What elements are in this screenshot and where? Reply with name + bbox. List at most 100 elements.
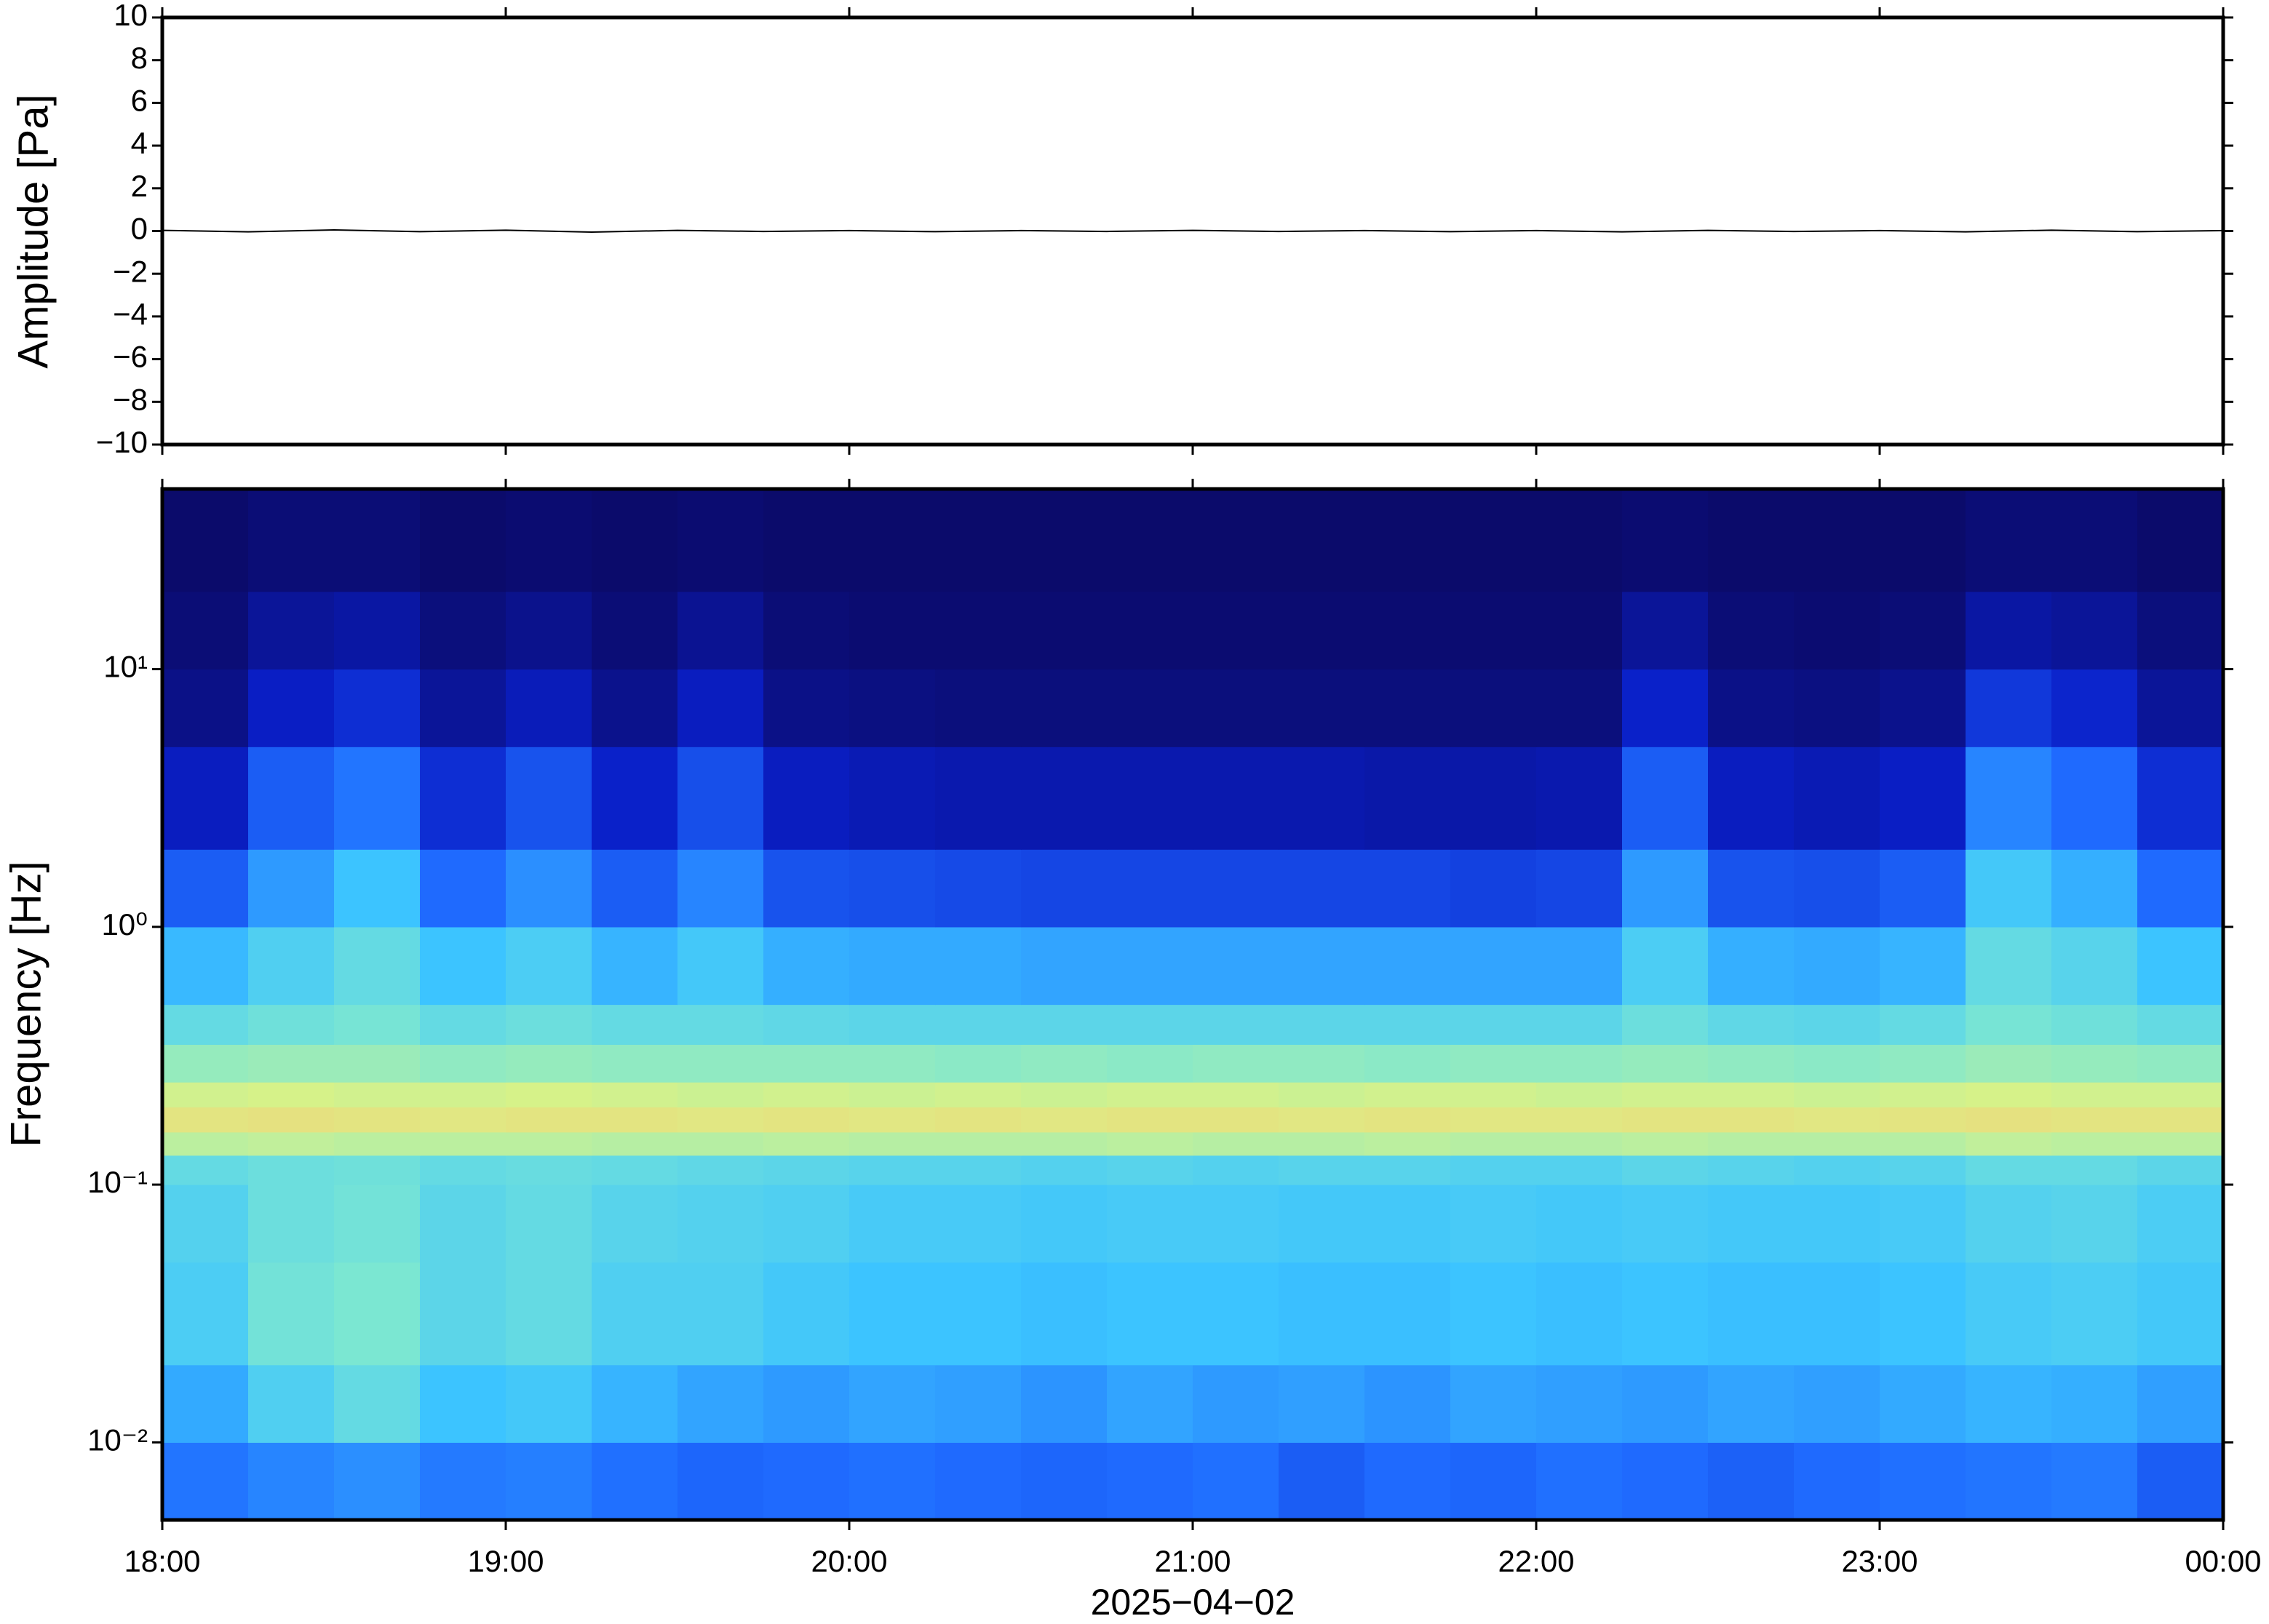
spectrogram-cell xyxy=(763,1004,850,1045)
spectrogram-cell xyxy=(592,1131,678,1156)
spectrogram-cell xyxy=(1880,1107,1966,1133)
spectrogram-cell xyxy=(506,1004,592,1045)
spectrogram-cell xyxy=(2051,1262,2138,1366)
spectrogram-cell xyxy=(592,1442,678,1521)
spectrogram-cell xyxy=(1794,669,1880,747)
y-axis-label: Frequency [Hz] xyxy=(2,861,49,1147)
spectrogram-cell xyxy=(1794,489,1880,592)
spectrogram-cell xyxy=(592,1082,678,1108)
spectrogram-cell xyxy=(1880,1262,1966,1366)
spectrogram-cell xyxy=(506,1082,592,1108)
y-tick-label: −8 xyxy=(113,382,148,416)
y-tick-label: −6 xyxy=(113,340,148,374)
spectrogram-cell xyxy=(2051,1044,2138,1083)
spectrogram-cell xyxy=(1450,1004,1537,1045)
spectrogram-cell xyxy=(935,747,1022,850)
y-tick-label: 6 xyxy=(131,83,148,117)
spectrogram-cell xyxy=(763,1131,850,1156)
spectrogram-cell xyxy=(248,1155,335,1185)
spectrogram-cell xyxy=(420,1155,506,1185)
spectrogram-cell xyxy=(1364,1155,1451,1185)
spectrogram-cell xyxy=(1021,1107,1108,1133)
spectrogram-cell xyxy=(334,1262,421,1366)
spectrogram-cell xyxy=(763,747,850,850)
spectrogram-cell xyxy=(1364,1442,1451,1521)
x-tick-label: 20:00 xyxy=(811,1544,887,1578)
spectrogram-cell xyxy=(1536,1044,1623,1083)
spectrogram-cell xyxy=(763,669,850,747)
spectrogram-cell xyxy=(1450,1185,1537,1263)
spectrogram-cell xyxy=(1536,926,1623,1006)
spectrogram-cell xyxy=(1450,1155,1537,1185)
spectrogram-cell xyxy=(2051,1185,2138,1263)
spectrogram-cell xyxy=(1279,1107,1365,1133)
spectrogram-cell xyxy=(1021,1044,1108,1083)
spectrogram-cell xyxy=(1880,489,1966,592)
spectrogram-cell xyxy=(162,1044,249,1083)
spectrogram-cell xyxy=(1450,926,1537,1006)
spectrogram-cell xyxy=(763,1364,850,1443)
spectrogram-cell xyxy=(1966,1131,2052,1156)
spectrogram-cell xyxy=(677,1082,764,1108)
spectrogram-cell xyxy=(506,1107,592,1133)
spectrogram-cell xyxy=(1708,1155,1795,1185)
spectrogram-cell xyxy=(2137,1107,2224,1133)
spectrogram-cell xyxy=(1193,926,1279,1006)
spectrogram-cell xyxy=(1021,489,1108,592)
spectrogram-cell xyxy=(763,926,850,1006)
spectrogram-cell xyxy=(1107,849,1193,928)
spectrogram-cell xyxy=(1708,591,1795,670)
spectrogram-cell xyxy=(420,1262,506,1366)
spectrogram-cell xyxy=(248,1131,335,1156)
spectrogram-cell xyxy=(1193,669,1279,747)
spectrogram-cell xyxy=(1794,1262,1880,1366)
spectrogram-cell xyxy=(248,747,335,850)
spectrogram-cell xyxy=(1364,1131,1451,1156)
spectrogram-cell xyxy=(420,1044,506,1083)
spectrogram-cell xyxy=(248,669,335,747)
spectrogram-cell xyxy=(763,1107,850,1133)
spectrogram-cell xyxy=(1708,1004,1795,1045)
spectrogram-cell xyxy=(2137,1131,2224,1156)
spectrogram-cell xyxy=(1107,1044,1193,1083)
y-tick-label: 8 xyxy=(131,41,148,75)
spectrogram-cell xyxy=(1794,849,1880,928)
spectrogram-cell xyxy=(1536,669,1623,747)
spectrogram-cell xyxy=(1622,1364,1709,1443)
spectrogram-cell xyxy=(1966,1185,2052,1263)
spectrogram-cell xyxy=(1622,591,1709,670)
spectrogram-cell xyxy=(849,1004,936,1045)
spectrogram-cell xyxy=(677,1107,764,1133)
spectrogram-cell xyxy=(1966,1155,2052,1185)
spectrogram-cell xyxy=(1193,1131,1279,1156)
spectrogram-cell xyxy=(1708,489,1795,592)
spectrogram-cell xyxy=(334,1082,421,1108)
spectrogram-cell xyxy=(1021,1004,1108,1045)
y-tick-label: −4 xyxy=(113,297,148,331)
spectrogram-cell xyxy=(2051,1155,2138,1185)
spectrogram-cell xyxy=(248,926,335,1006)
y-tick-label: 10¹ xyxy=(103,650,148,684)
spectrogram-cell xyxy=(1021,669,1108,747)
spectrogram-cell xyxy=(1107,1107,1193,1133)
spectrogram-cell xyxy=(763,1044,850,1083)
spectrogram-cell xyxy=(1966,1442,2052,1521)
spectrogram-cell xyxy=(1708,1044,1795,1083)
spectrogram-cell xyxy=(1193,489,1279,592)
spectrogram-cell xyxy=(2051,1082,2138,1108)
spectrogram-cell xyxy=(1708,747,1795,850)
spectrogram-cell xyxy=(1021,1131,1108,1156)
spectrogram-cell xyxy=(1107,1185,1193,1263)
spectrogram-cell xyxy=(1966,1044,2052,1083)
spectrogram-cell xyxy=(1536,1442,1623,1521)
spectrogram-cell xyxy=(1279,1004,1365,1045)
spectrogram-cell xyxy=(677,1185,764,1263)
spectrogram-cell xyxy=(1622,1155,1709,1185)
x-tick-label: 00:00 xyxy=(2185,1544,2261,1578)
spectrogram-cell xyxy=(1794,747,1880,850)
y-tick-label: 10⁻² xyxy=(87,1422,148,1457)
spectrogram-cell xyxy=(592,1364,678,1443)
spectrogram-cell xyxy=(935,1262,1022,1366)
spectrogram-cell xyxy=(592,1044,678,1083)
spectrogram-cell xyxy=(506,489,592,592)
